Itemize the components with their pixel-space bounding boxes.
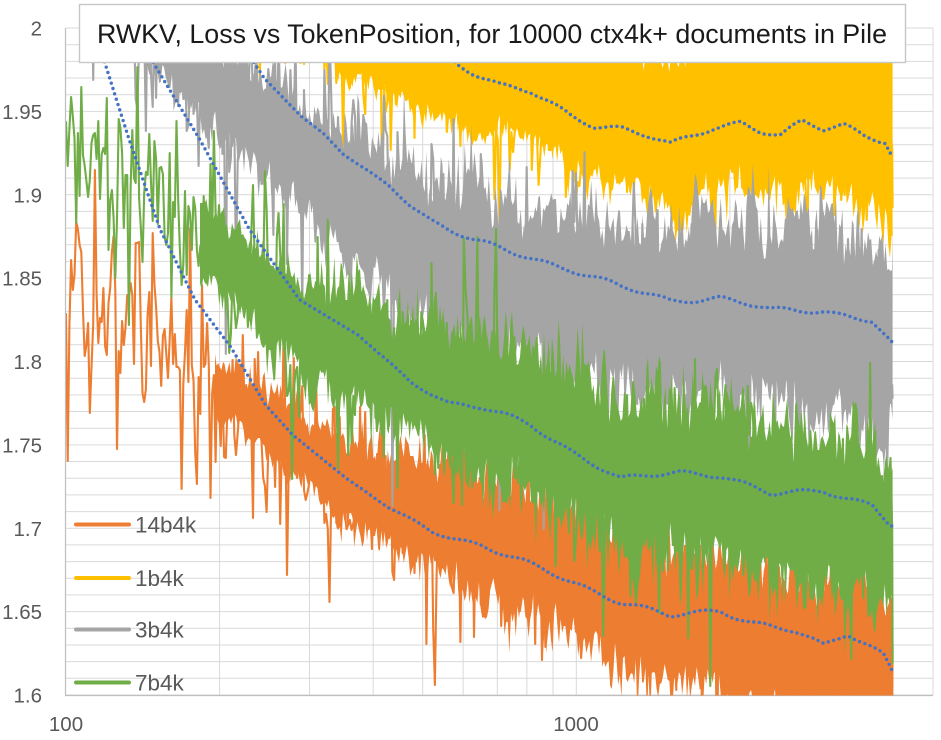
svg-text:1.9: 1.9 [14,184,43,207]
svg-text:RWKV, Loss vs TokenPosition, f: RWKV, Loss vs TokenPosition, for 10000 c… [97,19,887,49]
svg-text:2: 2 [31,18,42,41]
svg-text:7b4k: 7b4k [135,671,185,696]
svg-text:1.8: 1.8 [14,351,43,374]
svg-text:1.65: 1.65 [2,601,42,624]
svg-text:1.6: 1.6 [14,685,43,708]
svg-text:100: 100 [49,713,83,736]
svg-text:1.85: 1.85 [2,268,42,291]
svg-text:1.95: 1.95 [2,101,42,124]
svg-text:1.75: 1.75 [2,434,42,457]
svg-text:3b4k: 3b4k [135,618,185,643]
svg-text:1000: 1000 [553,713,599,736]
svg-text:14b4k: 14b4k [135,513,197,538]
svg-text:1.7: 1.7 [14,518,43,541]
svg-text:1b4k: 1b4k [135,566,185,591]
